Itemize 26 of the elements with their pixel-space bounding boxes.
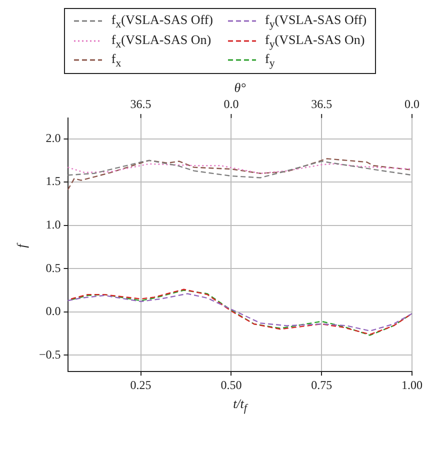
y-tick-label: 0.0 bbox=[46, 304, 61, 318]
legend-label: f$_{x}$ bbox=[111, 51, 122, 70]
legend-label: f$_{x}$(VSLA-SAS On) bbox=[111, 32, 212, 50]
x-tick-label: 0.25 bbox=[130, 378, 152, 392]
annotation: 0.0 bbox=[404, 96, 420, 111]
line-series bbox=[68, 160, 412, 178]
legend-label: f$_{y}$(VSLA-SAS On) bbox=[265, 32, 365, 50]
x-tick-label: 0.50 bbox=[220, 378, 242, 392]
y-tick-label: 0.5 bbox=[46, 260, 61, 275]
y-tick-label: 1.5 bbox=[46, 174, 61, 188]
y-axis-title: f bbox=[14, 244, 30, 248]
annotation: 36.5 bbox=[130, 96, 152, 111]
x-tick-label: 0.75 bbox=[311, 378, 332, 392]
line-series bbox=[68, 163, 412, 174]
y-tick-label: 2.0 bbox=[46, 130, 61, 145]
legend-label: f$_{y}$ bbox=[265, 51, 275, 70]
legend-label: f$_{x}$(VSLA-SAS Off) bbox=[111, 12, 213, 31]
x-axis-title: t/t$_{f}$ bbox=[232, 396, 250, 414]
y-tick-label: −0.5 bbox=[38, 347, 61, 362]
y-tick-label: 1.0 bbox=[46, 217, 61, 232]
x2-axis-title: θ° bbox=[233, 80, 247, 96]
line-series bbox=[68, 158, 412, 190]
annotation: 36.5 bbox=[311, 96, 332, 111]
x-tick-label: 1.00 bbox=[402, 378, 422, 392]
annotation: 0.0 bbox=[224, 96, 239, 111]
legend-label: f$_{y}$(VSLA-SAS Off) bbox=[265, 12, 367, 31]
